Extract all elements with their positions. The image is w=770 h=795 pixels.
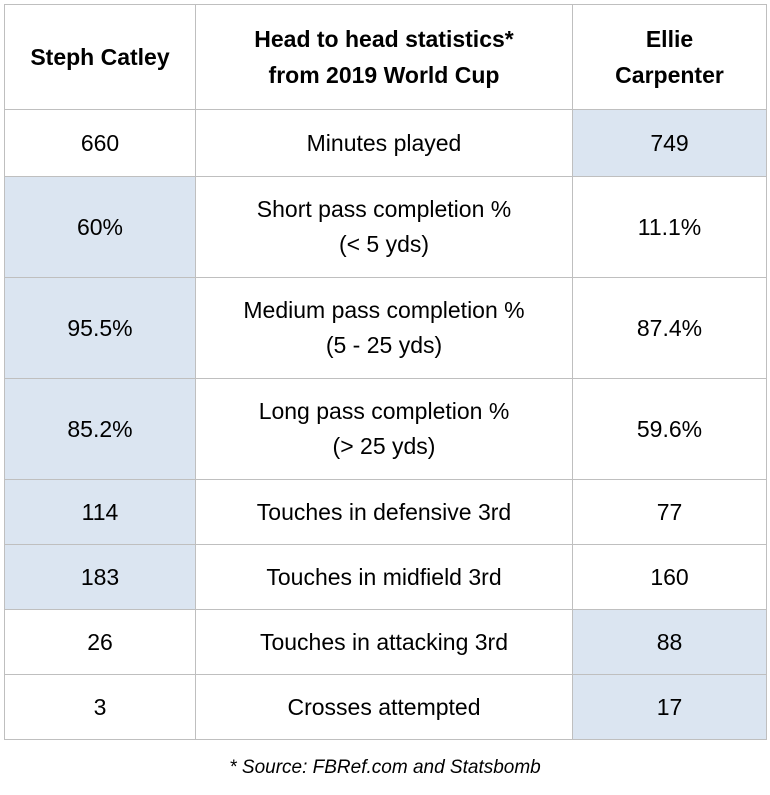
- header-row: Steph Catley Head to head statistics* fr…: [4, 4, 767, 110]
- metric-label: Long pass completion % (> 25 yds): [195, 378, 573, 480]
- left-player-value: 60%: [4, 176, 196, 278]
- right-player-value: 88: [572, 609, 767, 675]
- header-right-line-2: Carpenter: [615, 62, 724, 88]
- table-row: 114 Touches in defensive 3rd 77: [4, 479, 767, 545]
- metric-label: Touches in attacking 3rd: [195, 609, 573, 675]
- left-player-value: 26: [4, 609, 196, 675]
- header-left-player-text: Steph Catley: [30, 44, 170, 70]
- left-player-value: 85.2%: [4, 378, 196, 480]
- left-player-value: 95.5%: [4, 277, 196, 379]
- metric-label-line: Minutes played: [306, 129, 462, 156]
- header-right-line-1: Ellie: [645, 26, 694, 52]
- metric-label-line: Touches in defensive 3rd: [256, 498, 512, 525]
- left-player-value: 183: [4, 544, 196, 610]
- header-middle-line-1: Head to head statistics*: [254, 26, 514, 52]
- metric-label-line: Touches in attacking 3rd: [259, 628, 509, 655]
- header-left-player: Steph Catley: [4, 4, 196, 110]
- header-middle-line-2: from 2019 World Cup: [268, 62, 500, 88]
- left-player-value: 3: [4, 674, 196, 740]
- left-player-value: 660: [4, 109, 196, 177]
- header-middle-title: Head to head statistics* from 2019 World…: [195, 4, 573, 110]
- right-player-value: 77: [572, 479, 767, 545]
- source-footnote: * Source: FBRef.com and Statsbomb: [229, 757, 541, 778]
- metric-label: Medium pass completion % (5 - 25 yds): [195, 277, 573, 379]
- table-row: 26 Touches in attacking 3rd 88: [4, 609, 767, 675]
- metric-label-line: Short pass completion %: [256, 196, 512, 222]
- metric-label-line: Medium pass completion %: [243, 297, 525, 323]
- metric-label-line: Crosses attempted: [287, 693, 481, 720]
- right-player-value: 17: [572, 674, 767, 740]
- metric-label: Minutes played: [195, 109, 573, 177]
- table-row: 60% Short pass completion % (< 5 yds) 11.1%: [4, 176, 767, 278]
- metric-label-line: (> 25 yds): [332, 433, 436, 459]
- header-right-player: Ellie Carpenter: [572, 4, 767, 110]
- metric-label-line: (< 5 yds): [338, 231, 430, 257]
- metric-label: Touches in midfield 3rd: [195, 544, 573, 610]
- right-player-value: 59.6%: [572, 378, 767, 480]
- stats-table: Steph Catley Head to head statistics* fr…: [4, 4, 767, 740]
- metric-label-line: Touches in midfield 3rd: [266, 563, 502, 590]
- table-body: Steph Catley Head to head statistics* fr…: [4, 4, 767, 740]
- right-player-value: 749: [572, 109, 767, 177]
- table-row: 95.5% Medium pass completion % (5 - 25 yds…: [4, 277, 767, 379]
- right-player-value: 87.4%: [572, 277, 767, 379]
- metric-label: Short pass completion % (< 5 yds): [195, 176, 573, 278]
- table-row: 183 Touches in midfield 3rd 160: [4, 544, 767, 610]
- metric-label: Touches in defensive 3rd: [195, 479, 573, 545]
- right-player-value: 11.1%: [572, 176, 767, 278]
- table-row: 85.2% Long pass completion % (> 25 yds) 59.…: [4, 378, 767, 480]
- table-row: 3 Crosses attempted 17: [4, 674, 767, 740]
- table-row: 660 Minutes played 749: [4, 109, 767, 177]
- metric-label-line: (5 - 25 yds): [325, 332, 443, 358]
- right-player-value: 160: [572, 544, 767, 610]
- left-player-value: 114: [4, 479, 196, 545]
- metric-label: Crosses attempted: [195, 674, 573, 740]
- metric-label-line: Long pass completion %: [258, 398, 510, 424]
